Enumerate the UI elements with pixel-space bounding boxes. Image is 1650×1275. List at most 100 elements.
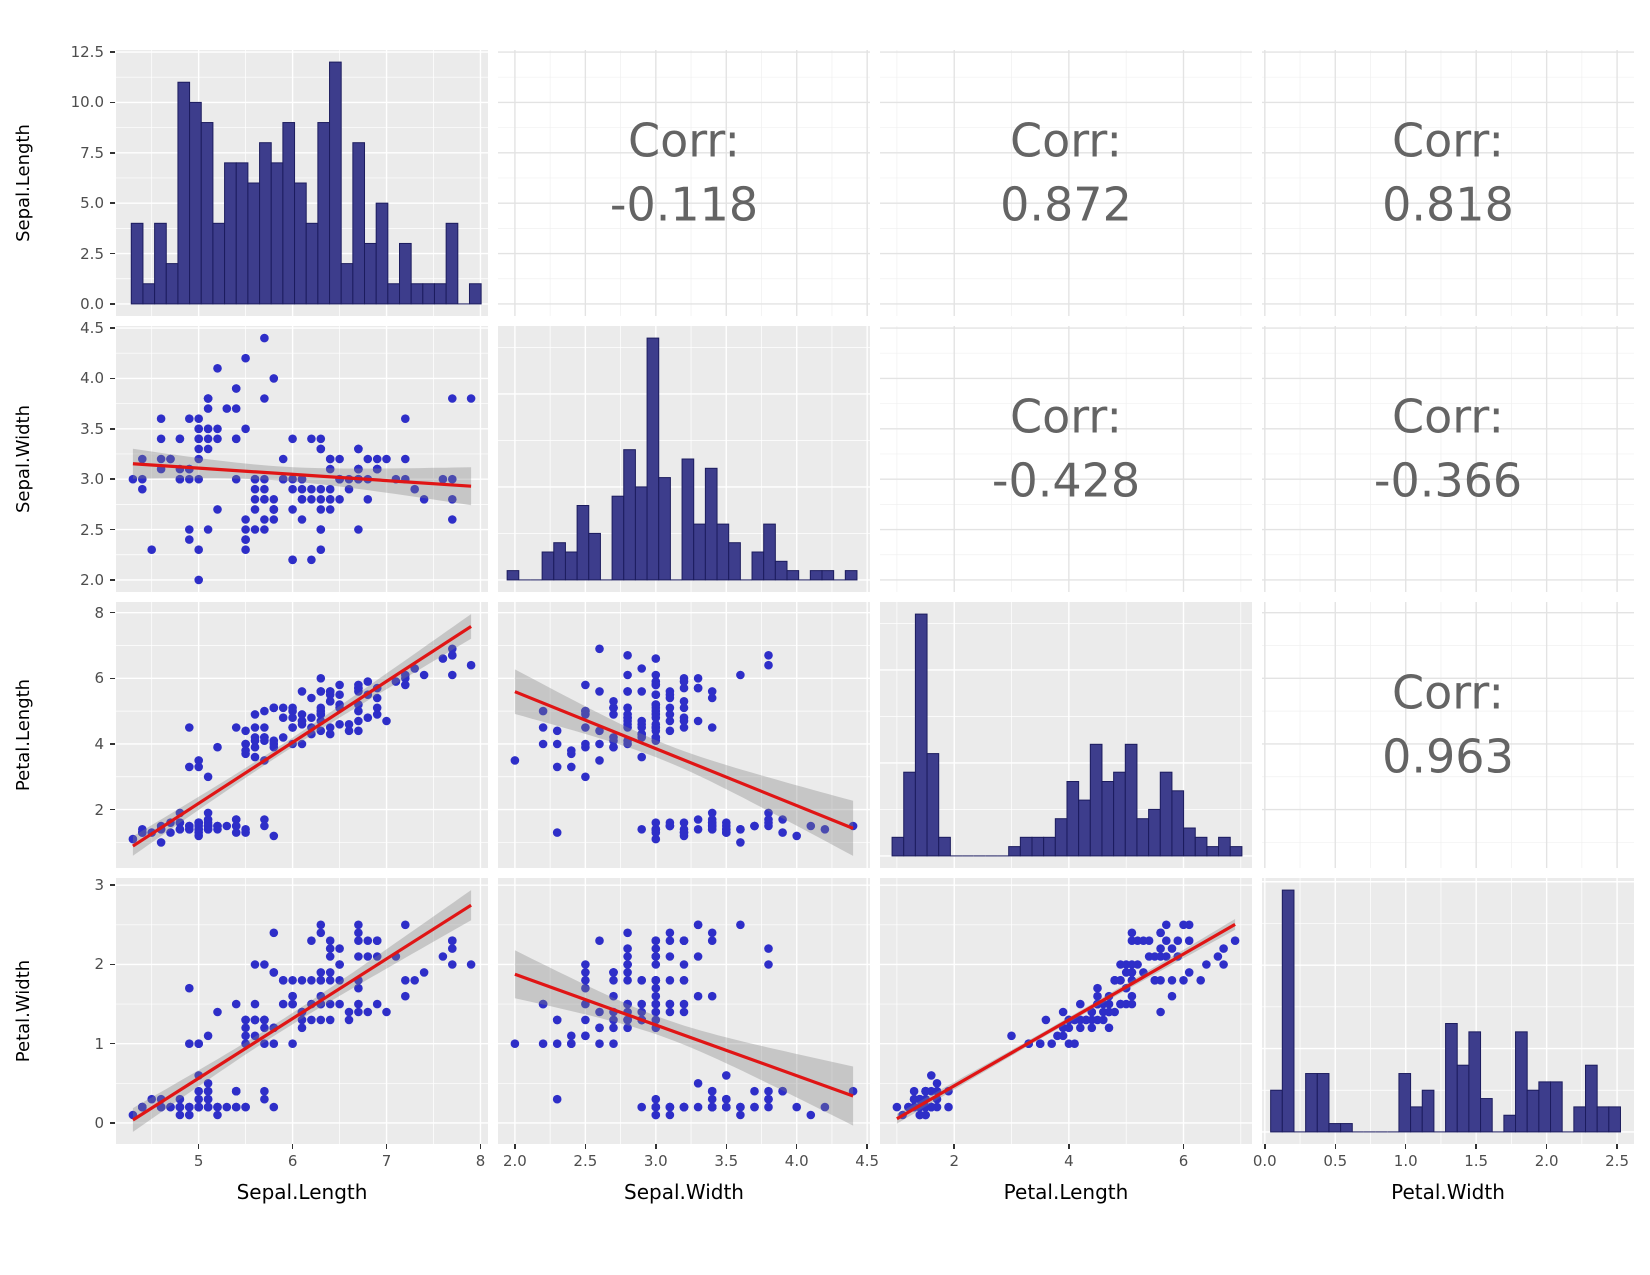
y-tick-label: 3.0 xyxy=(80,470,104,489)
x-tick-mark xyxy=(655,1144,657,1149)
panel-scatter-Petal.Length-vs-Sepal.Length xyxy=(116,602,488,868)
y-tick-mark xyxy=(110,377,115,380)
x-tick-label: 0.0 xyxy=(1252,1152,1277,1170)
y-tick-label: 1 xyxy=(94,1034,104,1053)
corr-label: Corr: xyxy=(1392,389,1504,443)
x-tick-mark xyxy=(953,1144,955,1149)
panel-corr-Sepal.Width-vs-Petal.Width: Corr: -0.366 xyxy=(1262,326,1634,592)
y-tick-label: 3.5 xyxy=(80,419,104,438)
corr-value: 0.872 xyxy=(1000,177,1132,231)
corr-value: -0.366 xyxy=(1374,453,1522,507)
x-tick-mark xyxy=(197,1144,200,1149)
panel-corr-Sepal.Length-vs-Petal.Length: Corr: 0.872 xyxy=(880,50,1252,316)
y-tick-label: 0 xyxy=(94,1113,104,1132)
panel-histogram-Petal.Length-vs-Petal.Length xyxy=(880,602,1252,868)
corr-value: -0.428 xyxy=(992,453,1140,507)
corr-value: 0.818 xyxy=(1382,177,1514,231)
y-tick-label: 2 xyxy=(94,800,104,819)
y-tick-label: 12.5 xyxy=(70,43,104,61)
x-tick-label: 3.5 xyxy=(714,1152,739,1170)
x-tick-mark xyxy=(1264,1144,1266,1149)
y-tick-mark xyxy=(110,303,115,305)
x-tick-mark xyxy=(1334,1144,1337,1149)
corr-value: -0.118 xyxy=(610,177,758,231)
x-tick-label: 6 xyxy=(1178,1152,1189,1170)
y-tick-mark xyxy=(110,478,115,480)
panel-histogram-Sepal.Width-vs-Sepal.Width xyxy=(498,326,870,592)
x-tick-mark xyxy=(1475,1144,1477,1149)
x-tick-mark xyxy=(1545,1144,1548,1149)
y-tick-label: 4.0 xyxy=(80,369,104,388)
x-tick-mark xyxy=(866,1144,868,1149)
y-tick-mark xyxy=(110,51,115,53)
y-tick-mark xyxy=(110,611,115,614)
x-tick-label: 5 xyxy=(193,1152,204,1170)
col-label-petal-length: Petal.Length xyxy=(1003,1180,1129,1204)
col-label-sepal-length: Sepal.Length xyxy=(236,1180,368,1204)
y-tick-label: 2.5 xyxy=(80,520,104,539)
corr-label: Corr: xyxy=(1010,389,1122,443)
y-tick-label: 2.5 xyxy=(80,244,104,263)
y-tick-label: 6 xyxy=(94,669,104,688)
y-tick-label: 3 xyxy=(94,876,104,895)
x-tick-label: 2 xyxy=(949,1152,959,1170)
x-tick-mark xyxy=(291,1144,294,1149)
y-tick-mark xyxy=(110,963,115,966)
corr-label: Corr: xyxy=(1392,665,1504,719)
y-tick-mark xyxy=(110,743,115,745)
x-tick-label: 2.0 xyxy=(502,1152,527,1170)
y-tick-mark xyxy=(110,528,115,531)
y-tick-label: 0.0 xyxy=(80,294,104,313)
x-tick-mark xyxy=(1404,1144,1407,1149)
x-tick-label: 4.0 xyxy=(784,1152,809,1170)
x-tick-label: 6 xyxy=(287,1152,298,1170)
x-tick-mark xyxy=(385,1144,388,1149)
panel-histogram-Petal.Width-vs-Petal.Width xyxy=(1262,878,1634,1144)
y-tick-label: 2.0 xyxy=(80,570,104,589)
panel-scatter-Petal.Width-vs-Petal.Length xyxy=(880,878,1252,1144)
x-tick-mark xyxy=(584,1144,587,1149)
x-tick-label: 7 xyxy=(381,1152,392,1170)
y-tick-mark xyxy=(110,579,115,581)
panel-scatter-Sepal.Width-vs-Sepal.Length xyxy=(116,326,488,592)
x-tick-mark xyxy=(1182,1144,1185,1149)
y-tick-mark xyxy=(110,1042,115,1045)
x-tick-label: 0.5 xyxy=(1323,1152,1348,1170)
col-label-sepal-width: Sepal.Width xyxy=(624,1180,744,1204)
x-tick-mark xyxy=(795,1144,798,1149)
x-tick-label: 3.0 xyxy=(643,1152,668,1170)
y-tick-label: 10.0 xyxy=(70,93,104,112)
panel-scatter-Petal.Width-vs-Sepal.Width xyxy=(498,878,870,1144)
x-tick-mark xyxy=(1068,1144,1070,1149)
x-tick-label: 2.5 xyxy=(573,1152,598,1170)
panel-corr-Petal.Length-vs-Petal.Width: Corr: 0.963 xyxy=(1262,602,1634,868)
corr-label: Corr: xyxy=(628,113,740,167)
y-tick-mark xyxy=(110,152,115,154)
x-tick-label: 1.5 xyxy=(1464,1152,1489,1170)
panel-scatter-Petal.Length-vs-Sepal.Width xyxy=(498,602,870,868)
corr-label: Corr: xyxy=(1392,113,1504,167)
x-tick-label: 2.5 xyxy=(1605,1152,1629,1170)
x-tick-label: 1.0 xyxy=(1393,1152,1418,1170)
corr-value: 0.963 xyxy=(1382,729,1514,783)
y-tick-label: 7.5 xyxy=(80,143,104,162)
panel-corr-Sepal.Length-vs-Petal.Width: Corr: 0.818 xyxy=(1262,50,1634,316)
x-tick-mark xyxy=(514,1144,516,1149)
panel-corr-Sepal.Width-vs-Petal.Length: Corr: -0.428 xyxy=(880,326,1252,592)
y-tick-mark xyxy=(110,808,115,811)
x-tick-mark xyxy=(479,1144,482,1149)
x-tick-label: 4.5 xyxy=(855,1152,880,1170)
x-tick-label: 4 xyxy=(1064,1152,1074,1170)
y-tick-mark xyxy=(110,202,115,204)
col-label-petal-width: Petal.Width xyxy=(1391,1180,1505,1204)
y-tick-mark xyxy=(110,1122,115,1124)
panel-histogram-Sepal.Length-vs-Sepal.Length xyxy=(116,50,488,316)
y-tick-mark xyxy=(110,101,115,104)
y-tick-label: 4 xyxy=(94,734,104,753)
corr-label: Corr: xyxy=(1010,113,1122,167)
y-tick-mark xyxy=(110,884,115,886)
y-tick-mark xyxy=(110,677,115,680)
